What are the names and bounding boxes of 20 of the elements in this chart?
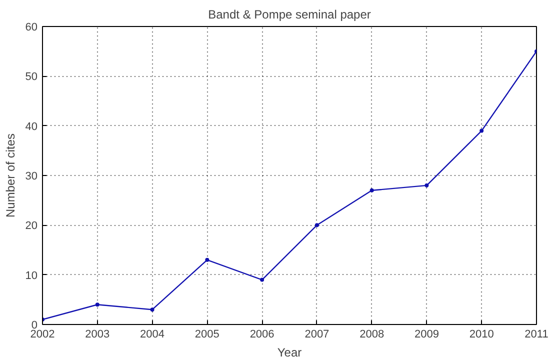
y-tick-label: 50 <box>25 71 38 84</box>
x-tick-label: 2010 <box>469 328 494 340</box>
y-axis-title: Number of cites <box>3 133 18 218</box>
x-tick-label: 2003 <box>85 328 110 340</box>
x-tick-label: 2007 <box>304 328 330 340</box>
x-tick-label: 2002 <box>30 328 55 340</box>
y-tick-label: 10 <box>25 270 38 282</box>
x-tick-label: 2005 <box>194 328 220 340</box>
x-tick-label: 2008 <box>360 328 384 340</box>
x-tick-label: 2009 <box>414 328 439 340</box>
y-tick-label: 60 <box>25 22 38 34</box>
y-tick-label: 40 <box>25 120 38 133</box>
y-tick-label: 20 <box>25 220 38 232</box>
x-tick-label: 2006 <box>250 328 274 340</box>
y-tick-label: 0 <box>31 320 38 332</box>
x-tick-label: 2011 <box>524 328 548 340</box>
chart-title: Bandt & Pompe seminal paper <box>208 8 371 22</box>
x-axis-title: Year <box>277 346 302 360</box>
y-tick-label: 30 <box>25 170 38 182</box>
x-tick-label: 2004 <box>140 328 165 340</box>
